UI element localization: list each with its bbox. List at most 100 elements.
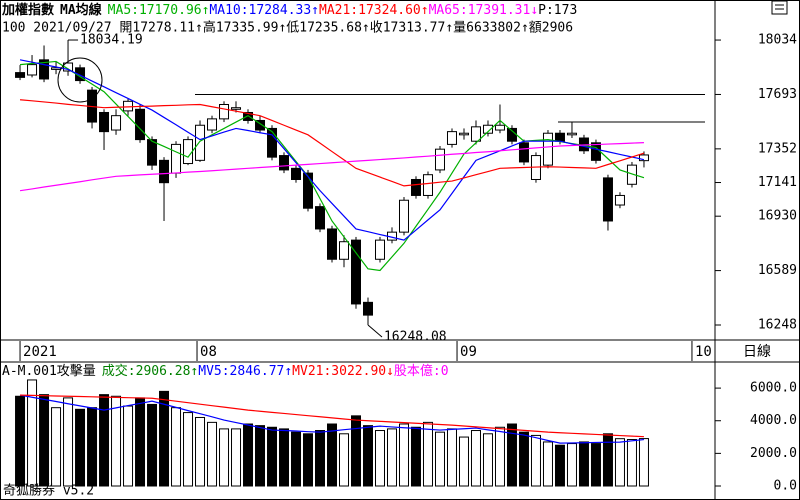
volume-bar	[159, 390, 170, 487]
chart-title: A-M.001攻擊量	[2, 363, 96, 379]
volume-bar	[542, 441, 553, 487]
volume-bar	[291, 431, 302, 487]
volume-bar	[518, 431, 529, 487]
candle-body	[638, 154, 649, 162]
candle-body	[255, 119, 266, 131]
volume-bar	[374, 430, 385, 487]
candle-body	[267, 127, 278, 158]
volume-bar	[207, 421, 218, 487]
chart-subtitle: MA均線	[60, 2, 103, 18]
volume-bar	[446, 428, 457, 487]
candle-body	[243, 111, 254, 121]
icon-box[interactable]	[771, 0, 788, 15]
footer: 奇狐勝券 v5.2	[3, 483, 94, 499]
x-tick-label: 09	[460, 344, 477, 360]
volume-bar	[482, 433, 493, 487]
y-tick-label: 16930	[758, 209, 797, 224]
y-tick-label: 16248	[758, 318, 797, 333]
y-tick-label: 6000.0	[750, 381, 797, 396]
volume-bar	[458, 436, 469, 487]
volume-bar	[506, 423, 517, 487]
volume-bar	[135, 397, 146, 487]
candle-body	[231, 107, 242, 110]
volume-bar	[614, 438, 625, 487]
candle-body	[494, 124, 505, 131]
x-tick-label: 08	[200, 344, 217, 360]
candle-body	[63, 62, 74, 72]
candle-body	[159, 159, 170, 184]
volume-bar	[267, 426, 278, 487]
volume-bar	[183, 412, 194, 487]
candle-body	[315, 206, 326, 230]
volume-bar	[422, 421, 433, 487]
low-label: 16248.08	[384, 329, 447, 344]
candle-body	[303, 172, 314, 209]
volume-bar	[111, 395, 122, 487]
candle-body	[351, 239, 362, 305]
volume-bar	[123, 405, 134, 487]
candle-body	[470, 126, 481, 142]
candle-body	[123, 100, 134, 112]
volume-bar	[386, 428, 397, 487]
ma-line	[19, 141, 644, 192]
chart-title: 加權指數	[1, 2, 54, 18]
volume-bar	[51, 407, 62, 487]
legend-extra: 股本億:0	[394, 363, 449, 379]
legend-entry: MA21:17324.60↑	[319, 3, 429, 18]
candle-body	[171, 143, 182, 174]
volume-bar	[578, 441, 589, 487]
volume-bar	[39, 394, 50, 487]
candle-body	[518, 142, 529, 163]
highlight-circle	[57, 57, 103, 103]
volume-plot	[15, 379, 649, 487]
candle-body	[566, 132, 577, 136]
price-legend: 加權指數 MA均線 MA5:17170.96↑MA10:17284.33↑MA21:…	[1, 2, 577, 18]
legend-entry: MV5:2846.77↑	[198, 364, 292, 379]
label-leader	[367, 324, 383, 338]
period-label: 日線	[743, 344, 771, 360]
ma-line	[20, 394, 644, 438]
volume-bar	[554, 444, 565, 487]
candle-body	[111, 115, 122, 131]
legend-entry: MV21:3022.90↓	[292, 364, 394, 379]
window-icon[interactable]	[771, 0, 788, 15]
volume-bar	[327, 423, 338, 487]
volume-bar	[219, 428, 230, 487]
y-tick-label: 0.0	[774, 479, 797, 494]
candle-body	[422, 174, 433, 196]
volume-bar	[75, 408, 86, 487]
volume-bar	[494, 426, 505, 487]
y-tick-label: 17352	[758, 141, 797, 156]
volume-bar	[398, 423, 409, 487]
candle-body	[482, 124, 493, 134]
candle-body	[458, 132, 469, 136]
y-tick-label: 17141	[758, 175, 797, 190]
volume-bar	[315, 430, 326, 487]
volume-bar	[566, 443, 577, 487]
x-tick-label: 2021	[23, 344, 57, 360]
candle-body	[147, 139, 158, 166]
candle-body	[542, 132, 553, 166]
candle-body	[207, 118, 218, 131]
volume-bar	[27, 379, 38, 487]
candle-body	[327, 228, 338, 260]
volume-bar	[590, 443, 601, 487]
candle-body	[339, 241, 350, 260]
ma-line	[19, 394, 645, 444]
volume-bar	[171, 407, 182, 487]
volume-bar	[195, 416, 206, 487]
legend-extra: P:173	[538, 3, 577, 18]
volume-bar	[243, 423, 254, 487]
candle-body	[135, 108, 146, 141]
candle-body	[219, 104, 230, 120]
price-plot	[15, 40, 705, 325]
y-tick-label: 4000.0	[750, 413, 797, 428]
candle-body	[362, 301, 373, 316]
volume-bar	[303, 433, 314, 487]
candle-body	[434, 148, 445, 171]
volume-bar	[638, 438, 649, 487]
candle-body	[39, 59, 50, 80]
candle-body	[183, 139, 194, 165]
